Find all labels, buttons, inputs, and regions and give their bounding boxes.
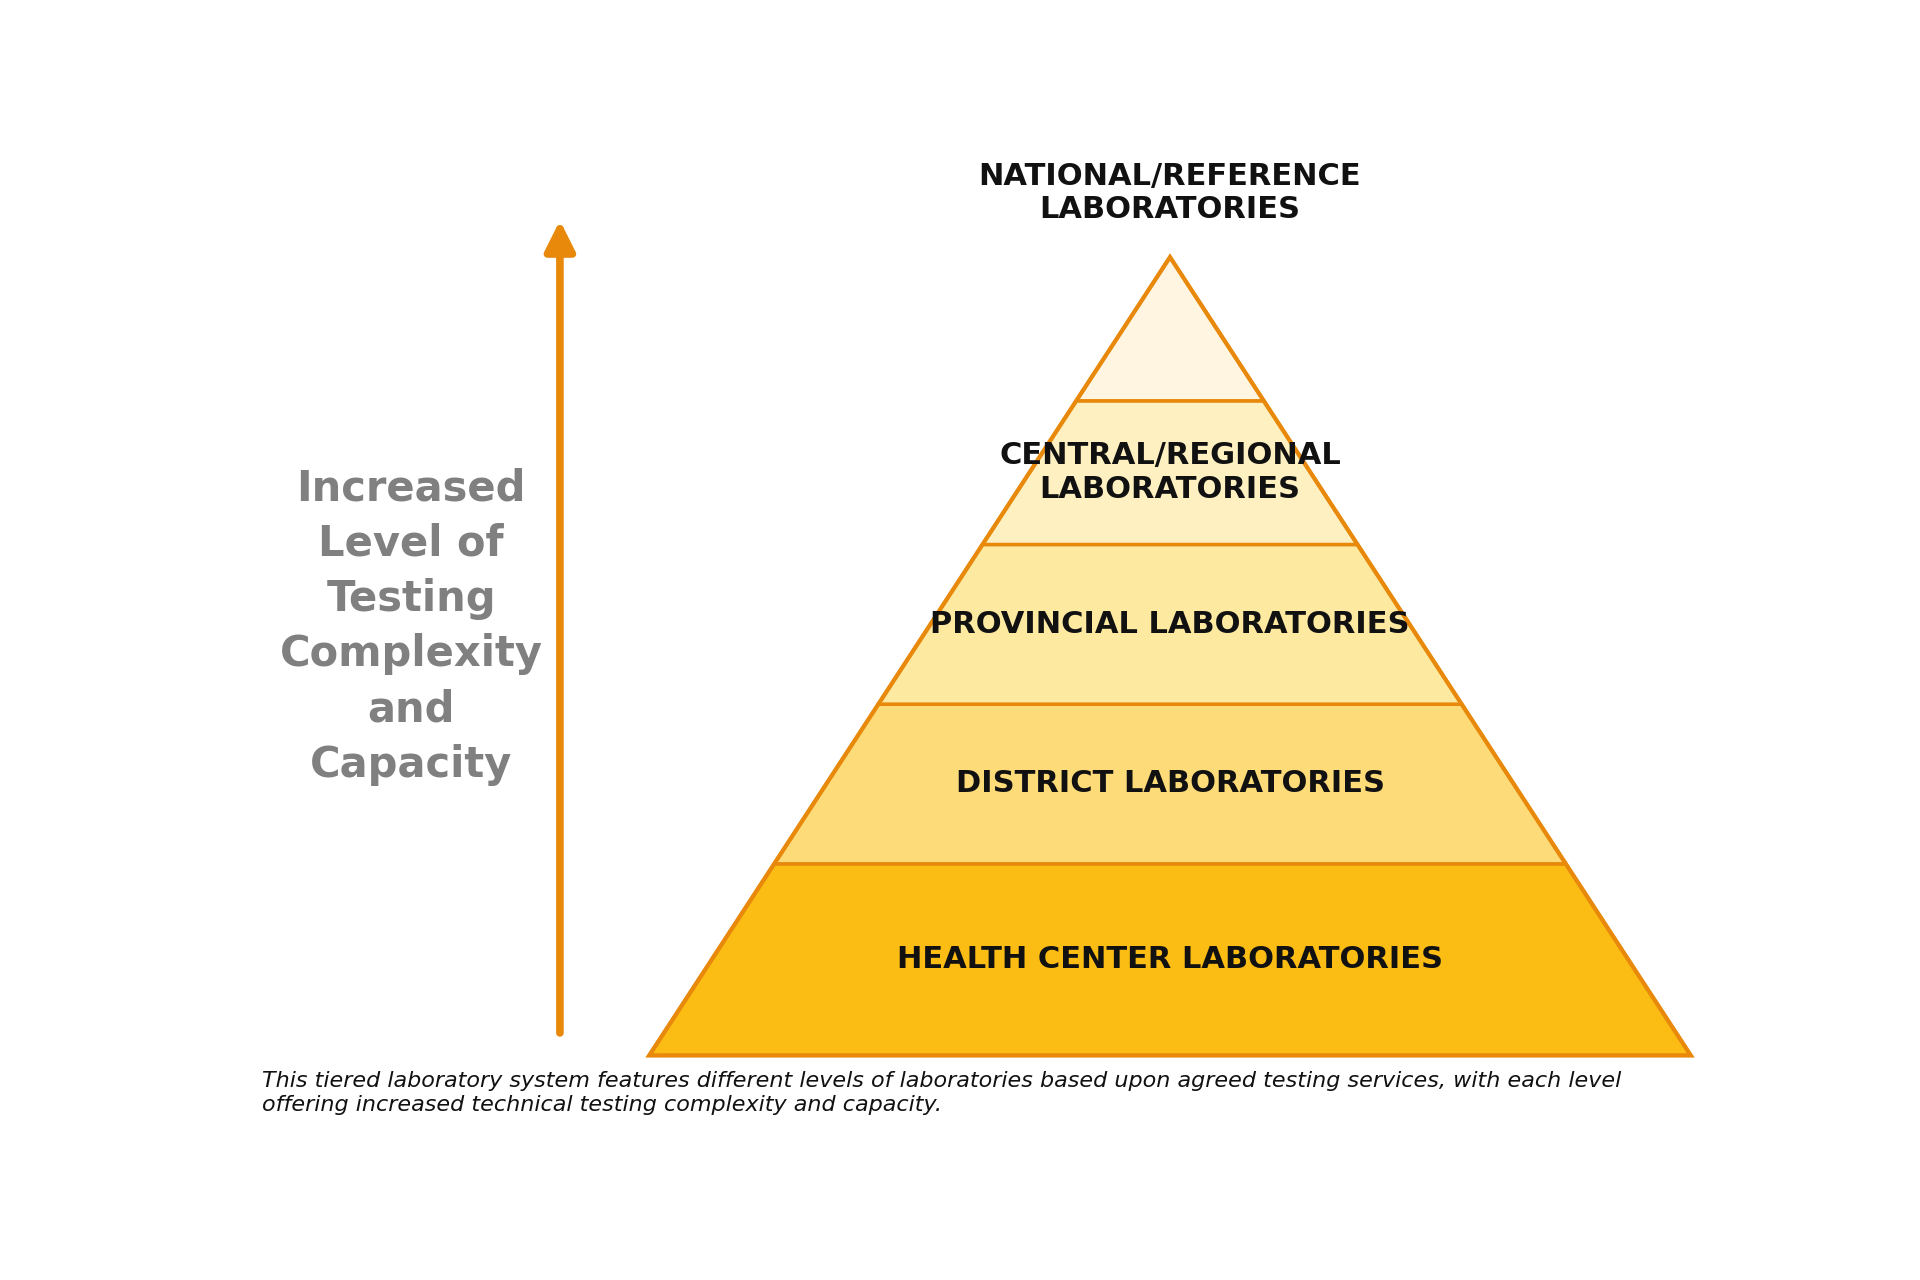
Polygon shape bbox=[774, 704, 1567, 864]
Text: NATIONAL/REFERENCE
LABORATORIES: NATIONAL/REFERENCE LABORATORIES bbox=[979, 161, 1361, 224]
Text: PROVINCIAL LABORATORIES: PROVINCIAL LABORATORIES bbox=[931, 609, 1409, 639]
Text: This tiered laboratory system features different levels of laboratories based up: This tiered laboratory system features d… bbox=[263, 1071, 1622, 1115]
Polygon shape bbox=[1077, 257, 1263, 401]
Text: HEALTH CENTER LABORATORIES: HEALTH CENTER LABORATORIES bbox=[897, 945, 1444, 974]
Text: DISTRICT LABORATORIES: DISTRICT LABORATORIES bbox=[956, 769, 1384, 799]
Text: Increased
Level of
Testing
Complexity
and
Capacity: Increased Level of Testing Complexity an… bbox=[280, 467, 543, 786]
Polygon shape bbox=[649, 864, 1692, 1056]
Polygon shape bbox=[877, 544, 1461, 704]
Text: CENTRAL/REGIONAL
LABORATORIES: CENTRAL/REGIONAL LABORATORIES bbox=[998, 442, 1340, 504]
Polygon shape bbox=[983, 401, 1357, 544]
